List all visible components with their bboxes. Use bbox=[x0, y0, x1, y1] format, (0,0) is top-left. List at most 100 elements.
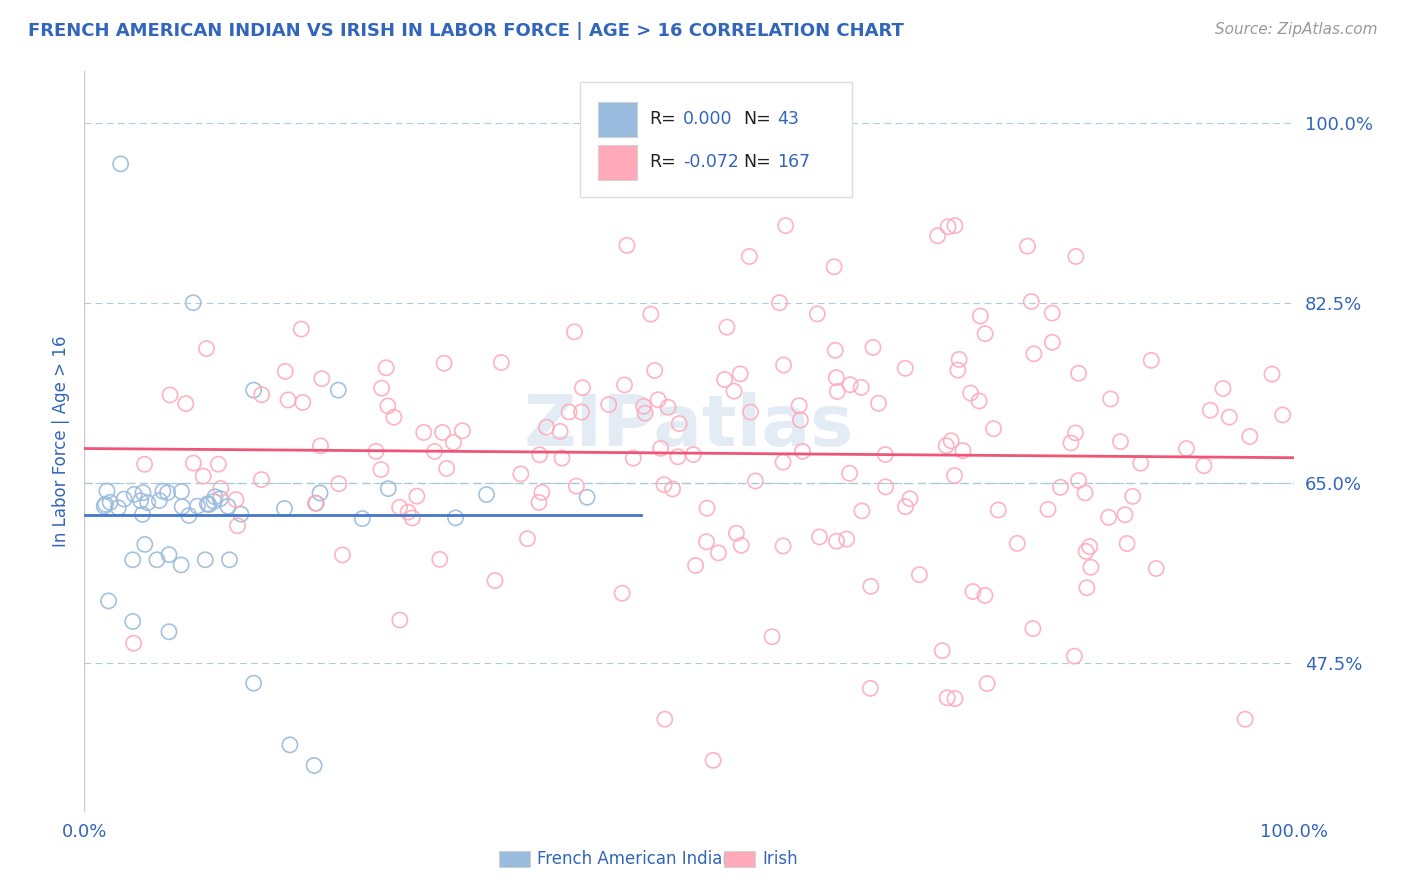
Point bbox=[564, 325, 586, 339]
Point bbox=[134, 537, 156, 551]
Point bbox=[927, 228, 949, 243]
Point bbox=[695, 534, 717, 549]
Point bbox=[1022, 347, 1045, 361]
Point bbox=[375, 360, 398, 375]
Point bbox=[484, 574, 506, 588]
Point bbox=[186, 499, 208, 513]
Point bbox=[370, 462, 392, 476]
Point bbox=[1144, 561, 1167, 575]
Point bbox=[250, 473, 273, 487]
Point bbox=[121, 615, 143, 629]
Point bbox=[827, 384, 849, 399]
Point bbox=[935, 439, 957, 453]
Point bbox=[273, 501, 295, 516]
Point bbox=[529, 448, 551, 462]
Bar bbox=[599, 102, 637, 137]
Point bbox=[1036, 502, 1059, 516]
Point bbox=[644, 363, 666, 377]
Point bbox=[193, 469, 215, 483]
Point bbox=[728, 367, 751, 381]
Point bbox=[1234, 712, 1257, 726]
Point bbox=[131, 508, 153, 522]
Point bbox=[328, 476, 350, 491]
Point bbox=[1175, 442, 1198, 456]
Point bbox=[1040, 335, 1063, 350]
Point bbox=[96, 483, 118, 498]
Point bbox=[527, 495, 550, 509]
Point bbox=[738, 250, 761, 264]
Text: N=: N= bbox=[744, 111, 770, 128]
Point bbox=[647, 392, 669, 407]
Point bbox=[571, 405, 593, 419]
Point bbox=[174, 396, 197, 410]
Point bbox=[1078, 540, 1101, 554]
Point bbox=[633, 399, 655, 413]
Point bbox=[432, 425, 454, 440]
Point bbox=[530, 485, 553, 500]
Point bbox=[716, 320, 738, 334]
Point bbox=[509, 467, 531, 481]
Point bbox=[1049, 480, 1071, 494]
Point bbox=[725, 526, 748, 541]
Point bbox=[713, 372, 735, 386]
Point bbox=[536, 420, 558, 434]
Point bbox=[775, 219, 797, 233]
Point bbox=[1192, 458, 1215, 473]
Point bbox=[202, 494, 225, 508]
Point bbox=[859, 681, 882, 696]
Point bbox=[1064, 250, 1087, 264]
Point bbox=[451, 424, 474, 438]
Point bbox=[377, 399, 399, 413]
Point bbox=[177, 508, 200, 523]
Point bbox=[388, 613, 411, 627]
Point bbox=[274, 364, 297, 378]
Point bbox=[823, 260, 845, 274]
Point bbox=[332, 548, 354, 562]
Point bbox=[952, 443, 974, 458]
Point bbox=[835, 532, 858, 546]
Point bbox=[650, 442, 672, 456]
Point bbox=[1007, 536, 1029, 550]
Point bbox=[730, 538, 752, 552]
Point bbox=[156, 485, 179, 500]
Point bbox=[668, 417, 690, 431]
Bar bbox=[599, 145, 637, 180]
Point bbox=[98, 495, 121, 509]
Text: R=: R= bbox=[650, 153, 676, 171]
Point bbox=[598, 398, 620, 412]
Point bbox=[401, 511, 423, 525]
Point bbox=[959, 386, 981, 401]
Point bbox=[370, 381, 392, 395]
Point bbox=[875, 480, 897, 494]
Point bbox=[859, 579, 882, 593]
Point bbox=[824, 343, 846, 358]
Point bbox=[194, 553, 217, 567]
Point bbox=[242, 383, 264, 397]
Text: N=: N= bbox=[744, 153, 770, 171]
Point bbox=[696, 501, 718, 516]
Point bbox=[1097, 510, 1119, 524]
Point bbox=[183, 456, 205, 470]
Point bbox=[894, 361, 917, 376]
Point bbox=[1218, 410, 1240, 425]
Point bbox=[516, 532, 538, 546]
Point bbox=[939, 434, 962, 448]
Point bbox=[851, 504, 873, 518]
Point bbox=[772, 455, 794, 469]
Point bbox=[491, 355, 513, 369]
Point bbox=[1017, 239, 1039, 253]
Point bbox=[808, 530, 831, 544]
Point bbox=[702, 753, 724, 767]
Point bbox=[328, 383, 350, 397]
Point bbox=[134, 457, 156, 471]
Point bbox=[94, 497, 117, 511]
Point bbox=[772, 539, 794, 553]
Point bbox=[707, 546, 730, 560]
Point bbox=[97, 594, 120, 608]
Point bbox=[377, 482, 399, 496]
Point bbox=[305, 496, 328, 510]
Point bbox=[613, 378, 636, 392]
Point bbox=[1076, 581, 1098, 595]
Point bbox=[931, 643, 953, 657]
Point bbox=[657, 401, 679, 415]
